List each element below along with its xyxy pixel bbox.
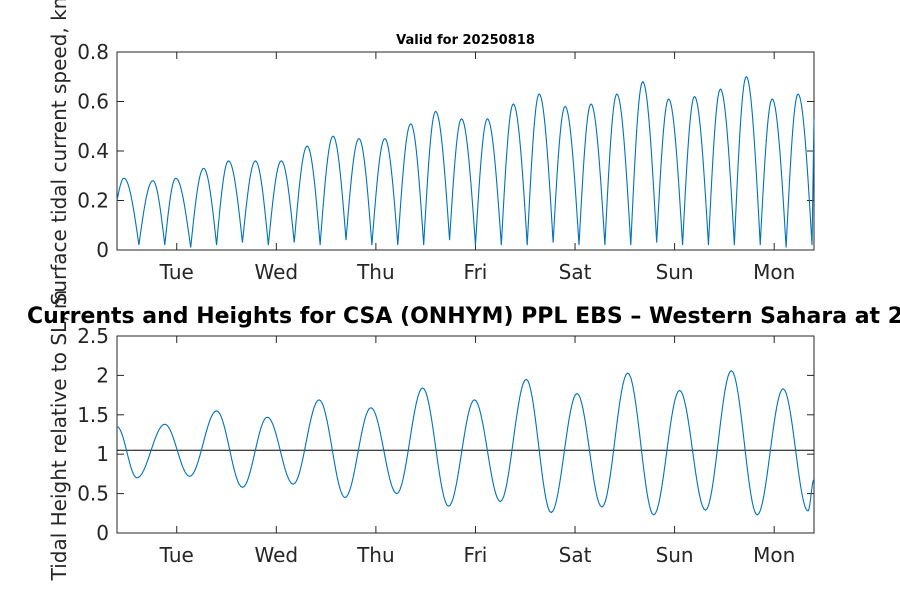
tidal-height-xtick-label: Mon <box>753 543 795 567</box>
tidal-height-series-line <box>116 369 815 516</box>
current-speed-xtick-label: Wed <box>255 260 299 284</box>
current-speed-ticks: 0 0.2 0.4 0.6 0.8 Tue Wed Thu Fri Sat Sun Mon <box>77 40 814 284</box>
current-speed-axes: Valid for 20250818 Surface tidal current… <box>47 0 815 305</box>
tidal-height-xtick-label: Fri <box>464 543 488 567</box>
current-speed-ytick-label: 0 <box>96 238 109 262</box>
current-speed-ytick-label: 0.6 <box>77 90 109 114</box>
tidal-height-ytick-label: 0.5 <box>77 482 109 506</box>
current-speed-xtick-label: Fri <box>464 260 488 284</box>
figure-suptitle: Currents and Heights for CSA (ONHYM) PPL… <box>27 304 900 329</box>
current-speed-xtick-label: Mon <box>753 260 795 284</box>
current-speed-ytick-label: 0.8 <box>77 40 109 64</box>
current-speed-xtick-label: Thu <box>356 260 395 284</box>
current-speed-plot-area <box>116 51 815 251</box>
current-speed-series-line <box>116 75 815 248</box>
tidal-height-xtick-label: Sat <box>559 543 592 567</box>
tidal-height-xtick-label: Wed <box>255 543 299 567</box>
tidal-height-plot-area <box>116 335 815 534</box>
tidal-height-ticks: 0 0.5 1 1.5 2 2.5 Tue Wed Thu Fri Sat Sun Mon <box>77 324 814 567</box>
tidal-height-ytick-label: 0 <box>96 521 109 545</box>
tidal-height-ytick-label: 2.5 <box>77 324 109 348</box>
tidal-height-ytick-label: 1 <box>96 442 109 466</box>
tidal-height-xtick-label: Thu <box>356 543 395 567</box>
current-speed-xtick-label: Sun <box>656 260 694 284</box>
current-speed-ylabel: Surface tidal current speed, kn <box>47 0 71 305</box>
tidal-height-xtick-label: Tue <box>159 543 194 567</box>
current-speed-ytick-label: 0.2 <box>77 189 109 213</box>
tidal-height-axes: Tidal Height relative to SL, m 0 0.5 1 1.5 2… <box>47 290 815 582</box>
current-speed-ytick-label: 0.4 <box>77 139 109 163</box>
tidal-height-ytick-label: 1.5 <box>77 403 109 427</box>
current-speed-title: Valid for 20250818 <box>396 33 535 48</box>
current-speed-xtick-label: Tue <box>159 260 194 284</box>
tidal-height-xtick-label: Sun <box>656 543 694 567</box>
tidal-height-ylabel: Tidal Height relative to SL, m <box>47 290 71 582</box>
tidal-height-ytick-label: 2 <box>96 363 109 387</box>
current-speed-xtick-label: Sat <box>559 260 592 284</box>
